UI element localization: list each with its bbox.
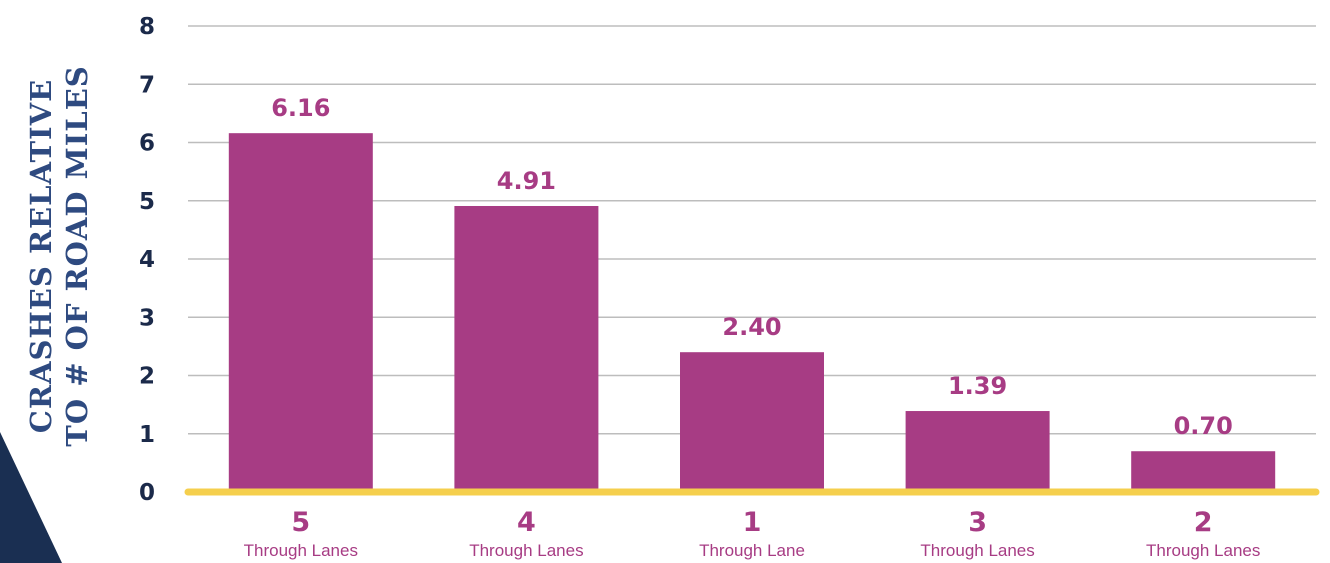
category-label: Through Lanes [920,541,1034,560]
bar [454,205,599,492]
y-axis-label-line-2: TO # OF ROAD MILES [60,65,94,447]
category-label: Through Lane [699,541,805,560]
category-label: Through Lanes [469,541,583,560]
y-tick-label: 1 [139,422,155,448]
y-axis-label-line-1: CRASHES RELATIVE [24,79,58,433]
value-label: 0.70 [1174,412,1233,440]
y-tick-label: 2 [139,364,155,390]
value-labels: 6.16 4.91 2.40 1.39 0.70 [271,94,1233,440]
value-label: 2.40 [722,313,781,341]
value-label: 1.39 [948,372,1007,400]
y-tick-labels: 0 1 2 3 4 5 6 7 8 [139,14,155,506]
category-number: 4 [517,507,536,538]
category-label: Through Lanes [1146,541,1260,560]
y-tick-label: 0 [139,480,155,506]
bar [680,352,824,492]
y-tick-label: 4 [139,247,155,273]
category-number: 3 [968,507,987,538]
y-axis-label: CRASHES RELATIVE TO # OF ROAD MILES [24,65,94,447]
bar [228,133,373,492]
category-number: 5 [291,507,310,538]
value-label: 4.91 [497,167,556,195]
category-number: 2 [1194,507,1213,538]
corner-decoration [0,432,62,563]
y-tick-label: 5 [139,189,155,215]
value-label: 6.16 [271,94,330,122]
y-tick-label: 8 [139,14,155,40]
y-tick-label: 6 [139,131,155,157]
y-tick-label: 7 [139,72,155,98]
category-labels: 5 Through Lanes 4 Through Lanes 1 Through Lan… [244,507,1261,560]
category-label: Through Lanes [244,541,358,560]
bar [905,411,1050,492]
y-tick-label: 3 [139,305,155,331]
category-number: 1 [743,507,762,538]
grid-lines [188,25,1316,435]
bar [1131,451,1276,492]
bars [228,133,1276,492]
